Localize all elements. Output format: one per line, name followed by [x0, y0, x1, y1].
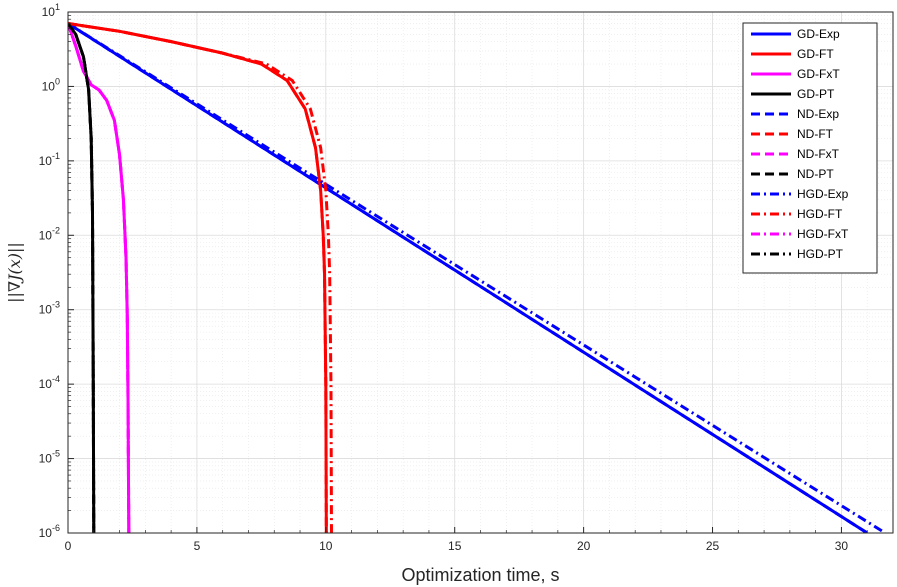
y-axis-label: ||∇J(x)||: [5, 242, 24, 303]
legend-label: HGD-FxT: [797, 227, 849, 241]
legend-label: ND-Exp: [797, 107, 839, 121]
legend-label: GD-Exp: [797, 27, 840, 41]
y-tick-label: 100: [42, 76, 60, 93]
legend-label: ND-FxT: [797, 147, 840, 161]
legend-box: [742, 22, 878, 274]
x-tick-label: 5: [194, 539, 201, 553]
legend-label: HGD-Exp: [797, 187, 849, 201]
y-tick-label: 10-3: [39, 300, 60, 317]
x-tick-label: 25: [706, 539, 720, 553]
y-tick-label: 101: [42, 2, 60, 19]
series-nd-ft-line: [68, 22, 328, 533]
x-tick-label: 20: [577, 539, 591, 553]
legend-label: GD-PT: [797, 87, 835, 101]
legend-label: GD-FT: [797, 47, 834, 61]
legend-label: HGD-FT: [797, 207, 843, 221]
legend-label: ND-PT: [797, 167, 834, 181]
x-tick-label: 10: [319, 539, 333, 553]
y-tick-label: 10-4: [39, 374, 60, 391]
tick-labels: 0 5 10 15 20 25 30 10-6 10-5 10-4 10-3 10-2 10-1 100 1…: [39, 2, 849, 553]
x-tick-label: 15: [448, 539, 462, 553]
series-hgd-fxt-line: [68, 23, 131, 533]
y-tick-label: 10-6: [39, 523, 60, 540]
ticks-layer: [67, 11, 894, 534]
legend-label: ND-FT: [797, 127, 834, 141]
series-hgd-pt-line: [68, 22, 96, 533]
x-tick-label: 0: [65, 539, 72, 553]
series-hgd-exp-line: [68, 22, 887, 533]
series-nd-exp-line: [68, 22, 869, 533]
legend-label: GD-FxT: [797, 67, 840, 81]
y-tick-label: 10-1: [39, 151, 60, 168]
legend-label: HGD-PT: [797, 247, 844, 261]
y-tick-label: 10-2: [39, 225, 60, 242]
series-layer: [68, 22, 887, 533]
x-axis-label: Optimization time, s: [401, 565, 559, 585]
x-tick-label: 30: [835, 539, 849, 553]
y-tick-label: 10-5: [39, 449, 60, 466]
series-hgd-ft-line: [68, 22, 333, 533]
legend: GD-Exp GD-FT GD-FxT GD-PT ND-Exp ND-FT ND-FxT N…: [742, 22, 878, 274]
